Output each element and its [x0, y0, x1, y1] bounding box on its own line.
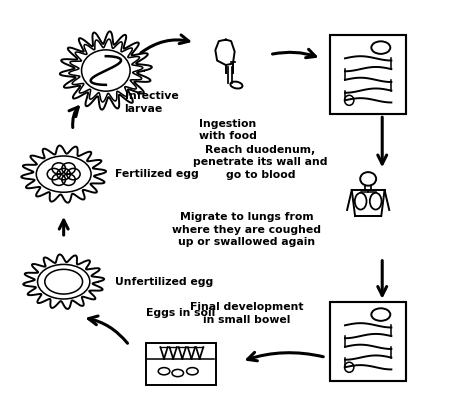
Text: Fertilized egg: Fertilized egg — [115, 169, 199, 179]
Text: Ingestion
with food: Ingestion with food — [199, 119, 256, 141]
Text: Infective
larvae: Infective larvae — [125, 91, 178, 114]
Text: Final development
in small bowel: Final development in small bowel — [190, 302, 303, 325]
Text: Unfertilized egg: Unfertilized egg — [115, 277, 213, 287]
Text: Eggs in soil: Eggs in soil — [146, 307, 215, 318]
Text: Migrate to lungs from
where they are coughed
up or swallowed again: Migrate to lungs from where they are cou… — [172, 213, 321, 247]
Text: Reach duodenum,
penetrate its wall and
go to blood: Reach duodenum, penetrate its wall and g… — [193, 145, 328, 179]
